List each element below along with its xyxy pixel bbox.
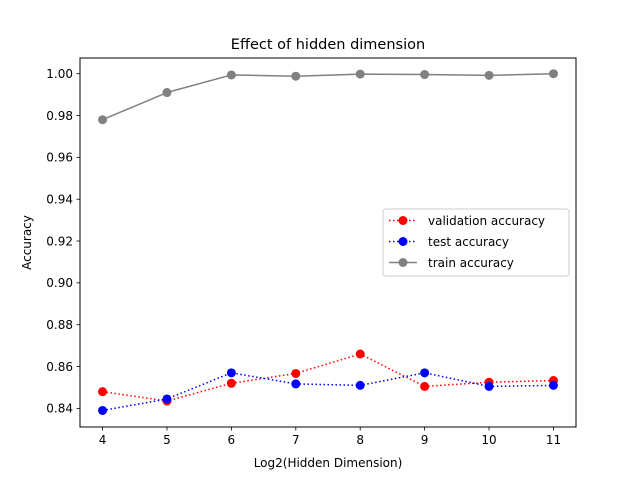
train-accuracy-point [355,69,365,79]
x-tick-label: 7 [292,433,300,447]
test-accuracy-point [548,380,558,390]
y-tick-label: 0.84 [46,402,73,416]
train-accuracy-point [291,71,301,81]
train-accuracy-point [484,70,494,80]
y-tick-label: 0.92 [46,234,73,248]
train-accuracy-point [420,70,430,80]
x-tick-label: 11 [546,433,561,447]
y-axis-label: Accuracy [20,215,34,270]
validation-accuracy-point [98,387,108,397]
y-tick-label: 0.96 [46,151,73,165]
y-tick-label: 0.90 [46,276,73,290]
test-accuracy-series [98,368,558,415]
validation-accuracy-point [355,349,365,359]
validation-accuracy-point [291,368,301,378]
test-accuracy-point [98,405,108,415]
y-tick-label: 0.88 [46,318,73,332]
test-accuracy-point [226,368,236,378]
x-tick-label: 10 [481,433,496,447]
validation-accuracy-point [226,378,236,388]
train-accuracy-series [98,69,558,125]
y-tick-label: 0.86 [46,360,73,374]
test-accuracy-point [291,379,301,389]
legend-label-test-accuracy: test accuracy [428,235,509,249]
legend-marker-test-accuracy [398,237,408,246]
validation-accuracy-point [420,381,430,391]
legend-box [382,208,570,277]
test-accuracy-point [484,381,494,391]
x-tick-label: 6 [228,433,236,447]
test-accuracy-point [420,368,430,378]
train-accuracy-line [102,72,554,121]
train-accuracy-point [548,69,558,79]
x-axis-ticks: 4 5 6 7 8 9 10 11 [99,427,561,447]
validation-accuracy-line [102,353,554,402]
test-accuracy-line [102,372,554,412]
legend: validation accuracy test accuracy train ac… [382,208,570,277]
legend-marker-validation-accuracy [398,216,408,225]
train-accuracy-point [162,88,172,98]
axes-frame [79,57,577,428]
x-tick-label: 5 [163,433,171,447]
x-axis-label: Log2(Hidden Dimension) [254,456,403,470]
y-tick-label: 1.00 [46,67,73,81]
legend-marker-train-accuracy [398,258,408,267]
legend-label-train-accuracy: train accuracy [428,256,514,270]
chart-title: Effect of hidden dimension [231,37,425,53]
train-accuracy-point [226,70,236,80]
y-axis-ticks: 0.84 0.86 0.88 0.90 0.92 0.94 0.96 0.98 1.00 [46,67,80,416]
legend-label-validation-accuracy: validation accuracy [428,214,545,228]
x-tick-label: 4 [99,433,107,447]
y-tick-label: 0.98 [46,109,73,123]
test-accuracy-point [162,394,172,404]
x-tick-label: 9 [421,433,429,447]
plot-area [98,69,558,415]
train-accuracy-point [98,115,108,125]
y-tick-label: 0.94 [46,192,73,206]
test-accuracy-point [355,380,365,390]
x-tick-label: 8 [356,433,364,447]
